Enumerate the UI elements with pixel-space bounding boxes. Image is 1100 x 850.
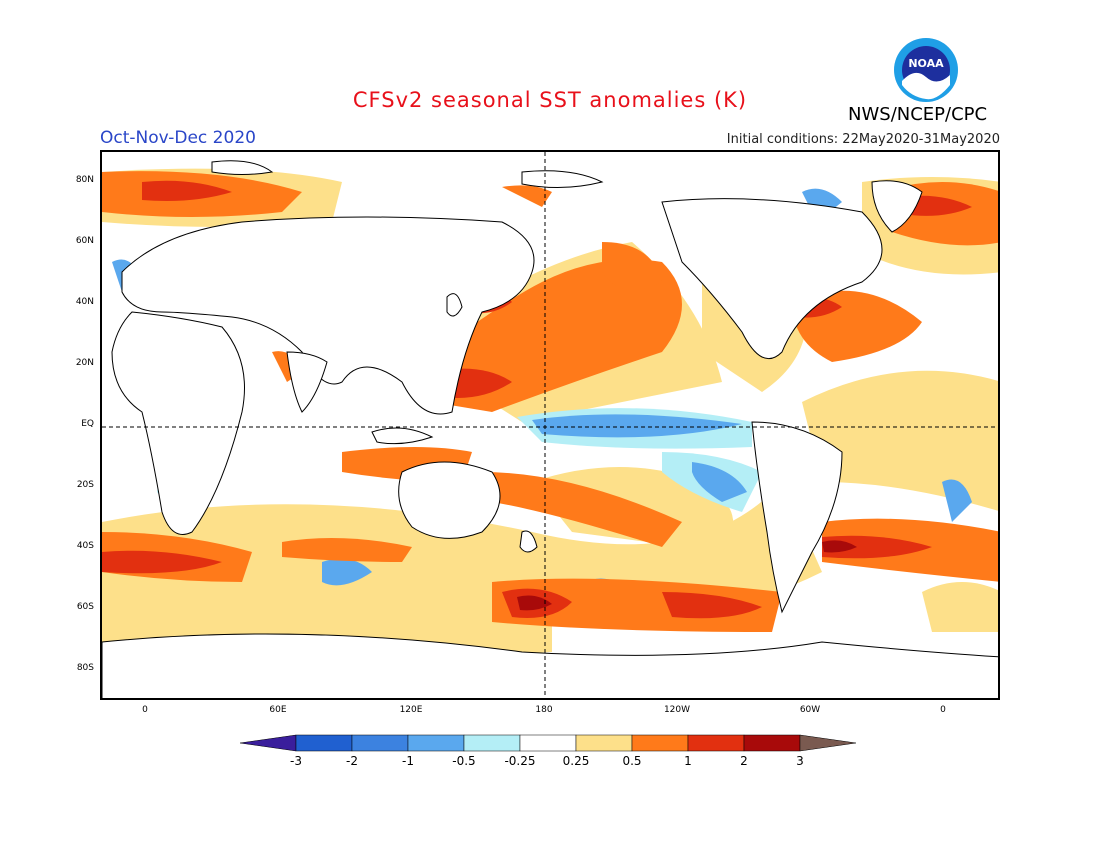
lon-label: 120W [663,705,691,715]
agency-label: NWS/NCEP/CPC [848,104,988,125]
lon-label: 120E [399,705,423,715]
colorbar-cell [519,734,577,752]
colorbar-cell [407,734,465,752]
lat-label: 80N [75,175,94,185]
continent-outlines [102,160,998,698]
colorbar-tick-label: -3 [290,754,302,768]
colorbar-tick-label: 1 [684,754,692,768]
colorbar-cell [575,734,633,752]
map-canvas [102,152,998,698]
lon-label: 0 [142,705,148,715]
colorbar-tick-label: 0.5 [622,754,642,768]
colorbar-tick-label: 0.25 [562,754,590,768]
lat-label: 80S [76,663,94,673]
sst-anomaly-map [100,150,1000,700]
colorbar-cell [240,734,297,752]
lat-label: 20S [76,480,94,490]
chart-title: CFSv2 seasonal SST anomalies (K) [352,88,748,112]
initial-conditions-label: Initial conditions: 22May2020-31May2020 [726,132,1000,147]
colorbar-tick-label: 3 [796,754,804,768]
lat-label: EQ [81,419,94,429]
colorbar-cell [687,734,745,752]
colorbar [240,734,857,752]
lon-label: 0 [940,705,946,715]
colorbar-tick-label: -0.25 [504,754,536,768]
lat-label: 60S [76,602,94,612]
lon-label: 180 [535,705,553,715]
lat-label: 40N [75,297,94,307]
lat-label: 20N [75,358,94,368]
lat-label: 40S [76,541,94,551]
colorbar-cell [351,734,409,752]
colorbar-tick-label: -1 [402,754,414,768]
colorbar-tick-label: -2 [346,754,358,768]
colorbar-cell [463,734,521,752]
colorbar-cell [295,734,353,752]
lon-label: 60E [269,705,287,715]
lat-label: 60N [75,236,94,246]
colorbar-cell [799,734,857,752]
noaa-logo-text: NOAA [908,57,944,70]
colorbar-cell [631,734,689,752]
lon-label: 60W [799,705,821,715]
season-label: Oct-Nov-Dec 2020 [100,128,256,148]
colorbar-tick-label: -0.5 [452,754,476,768]
colorbar-tick-label: 2 [740,754,748,768]
noaa-logo-icon: NOAA [893,37,959,103]
colorbar-cell [743,734,801,752]
